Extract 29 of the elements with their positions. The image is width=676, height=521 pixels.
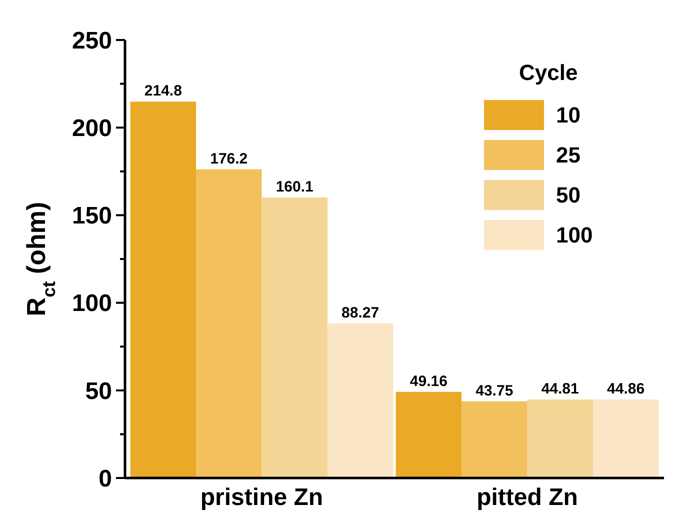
y-tick-label: 200 — [72, 115, 112, 142]
y-tick-label: 250 — [72, 27, 112, 54]
text: 49.16 — [410, 372, 448, 390]
text: 88.27 — [342, 304, 380, 322]
bar — [130, 102, 196, 478]
y-tick-label: 150 — [72, 202, 112, 230]
bar — [327, 323, 394, 478]
x-tick-label: pitted Zn — [476, 484, 578, 511]
y-tick-label: 50 — [85, 378, 112, 405]
text: 44.81 — [541, 380, 579, 398]
legend-label: 25 — [556, 142, 580, 168]
y-tick-label: 0 — [98, 465, 112, 492]
legend-label: 100 — [556, 222, 593, 248]
y-tick-label: 100 — [72, 290, 112, 318]
bar — [396, 392, 462, 478]
text: 43.75 — [476, 382, 514, 400]
bar — [527, 399, 593, 478]
legend-label: 50 — [556, 182, 580, 208]
x-tick-label: pristine Zn — [200, 484, 324, 511]
text: 176.2 — [210, 150, 248, 168]
legend-label: 10 — [556, 102, 580, 128]
bar — [462, 401, 528, 478]
text: 160.1 — [276, 178, 314, 196]
bar — [196, 169, 262, 478]
text: 44.86 — [607, 380, 645, 398]
legend-title: Cycle — [519, 60, 578, 85]
text: 214.8 — [144, 82, 182, 100]
bar — [592, 399, 659, 478]
bar — [262, 198, 328, 478]
